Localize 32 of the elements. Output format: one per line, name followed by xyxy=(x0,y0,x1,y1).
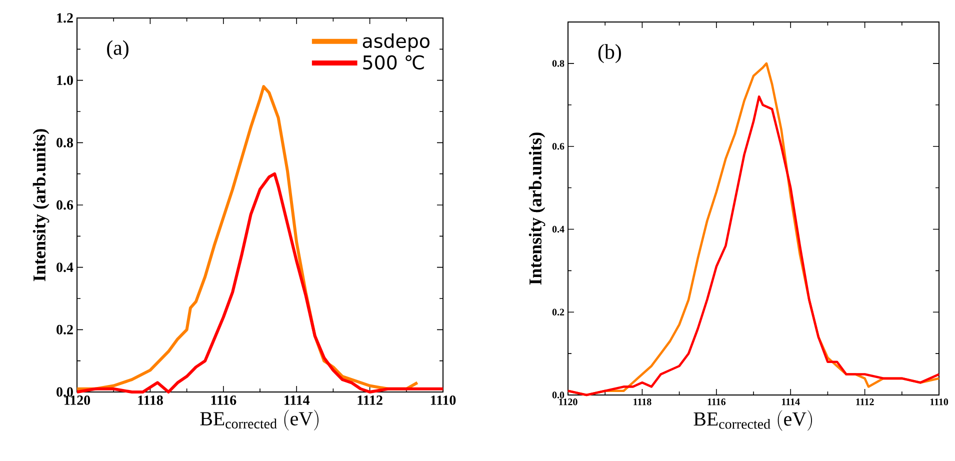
x-tick-label: 1112 xyxy=(856,398,874,406)
x-tick-label: 1116 xyxy=(708,398,726,406)
y-tick-label: 0.2 xyxy=(552,308,564,316)
legend-label: asdepo xyxy=(362,33,430,52)
y-tick-label: 0.2 xyxy=(56,324,73,334)
x-axis-title: $\mathrm{BE}_{\mathrm{corrected}}\ \mathrm{(eV)}$ xyxy=(694,410,812,431)
x-tick-label: 1112 xyxy=(358,396,382,405)
annotation: (a) xyxy=(107,40,128,60)
x-tick-label: 1120 xyxy=(559,398,578,406)
x-tick-label: 1116 xyxy=(211,396,236,405)
y-axis-title: Intensity (arb.units) xyxy=(528,132,546,285)
x-tick-label: 1118 xyxy=(634,398,652,406)
y-tick-label: 0.8 xyxy=(56,138,74,148)
x-tick-label: 1110 xyxy=(930,398,948,406)
x-tick-label: 1114 xyxy=(284,396,310,405)
y-tick-label: 0.0 xyxy=(552,392,564,398)
y-tick-label: 0.4 xyxy=(552,226,564,233)
y-tick-label: 0.6 xyxy=(56,200,74,210)
annotation: (b) xyxy=(598,44,621,64)
y-tick-label: 0.8 xyxy=(552,60,564,67)
x-tick-label: 1120 xyxy=(64,396,90,405)
y-tick-label: 1.0 xyxy=(57,76,73,86)
y-tick-label: 0.6 xyxy=(552,142,564,150)
y-tick-label: 0.4 xyxy=(56,262,74,272)
x-axis-title: $\mathrm{BE}_{\mathrm{corrected}}\ \mathrm{(eV)}$ xyxy=(200,410,318,430)
y-axis-title: Intensity (arb.units) xyxy=(32,129,50,282)
x-tick-label: 1118 xyxy=(138,396,163,405)
x-tick-label: 1114 xyxy=(782,398,800,406)
legend-label: 500 ℃ xyxy=(363,55,424,70)
y-tick-label: 0.0 xyxy=(56,387,73,397)
x-tick-label: 1110 xyxy=(430,396,456,405)
y-tick-label: 1.2 xyxy=(57,13,73,23)
